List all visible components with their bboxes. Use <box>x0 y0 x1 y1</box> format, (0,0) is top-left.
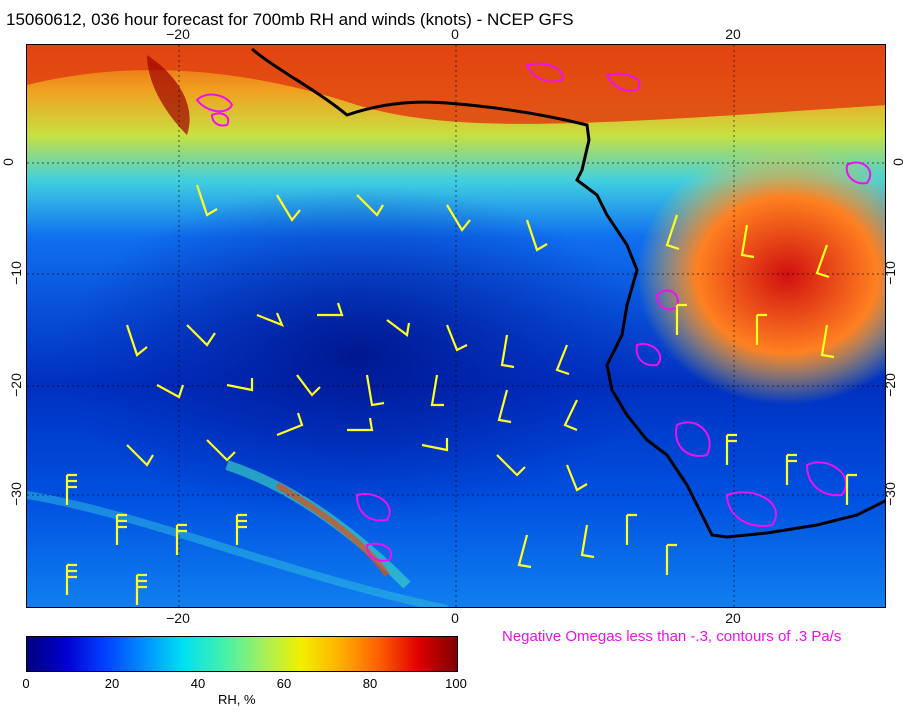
lat-tick-right-0: 0 <box>890 158 906 166</box>
colorbar-tick-40: 40 <box>190 676 206 691</box>
colorbar <box>26 636 458 672</box>
coastline <box>251 47 885 539</box>
rh-field-svg <box>27 45 885 607</box>
lon-tick-top-w20: −20 <box>166 26 190 42</box>
lon-tick-top-0: 0 <box>451 26 459 42</box>
humid-band-north <box>27 45 885 124</box>
lat-tick-left-s20: −20 <box>7 373 24 397</box>
omega-note: Negative Omegas less than -.3, contours … <box>502 628 842 645</box>
lat-tick-left-s30: −30 <box>7 482 24 506</box>
chart-title: 15060612, 036 hour forecast for 700mb RH… <box>6 10 574 29</box>
humid-region-east <box>637 145 885 405</box>
lon-tick-bottom-w20: −20 <box>166 610 190 626</box>
colorbar-tick-100: 100 <box>445 676 467 691</box>
dry-core <box>57 185 657 525</box>
lon-tick-top-e20: 20 <box>725 26 741 42</box>
colorbar-label: RH, % <box>218 692 256 707</box>
moist-streak-3 <box>27 491 448 607</box>
lon-tick-bottom-e20: 20 <box>725 610 741 626</box>
colorbar-tick-80: 80 <box>362 676 378 691</box>
omega-contours <box>195 62 872 562</box>
rh-map <box>26 44 886 608</box>
colorbar-tick-0: 0 <box>22 676 30 691</box>
lat-tick-left-0: 0 <box>0 158 16 166</box>
colorbar-tick-60: 60 <box>276 676 292 691</box>
wind-barbs <box>65 184 857 605</box>
lat-tick-left-s10: −10 <box>7 261 24 285</box>
colorbar-tick-20: 20 <box>104 676 120 691</box>
lon-tick-bottom-0: 0 <box>451 610 459 626</box>
